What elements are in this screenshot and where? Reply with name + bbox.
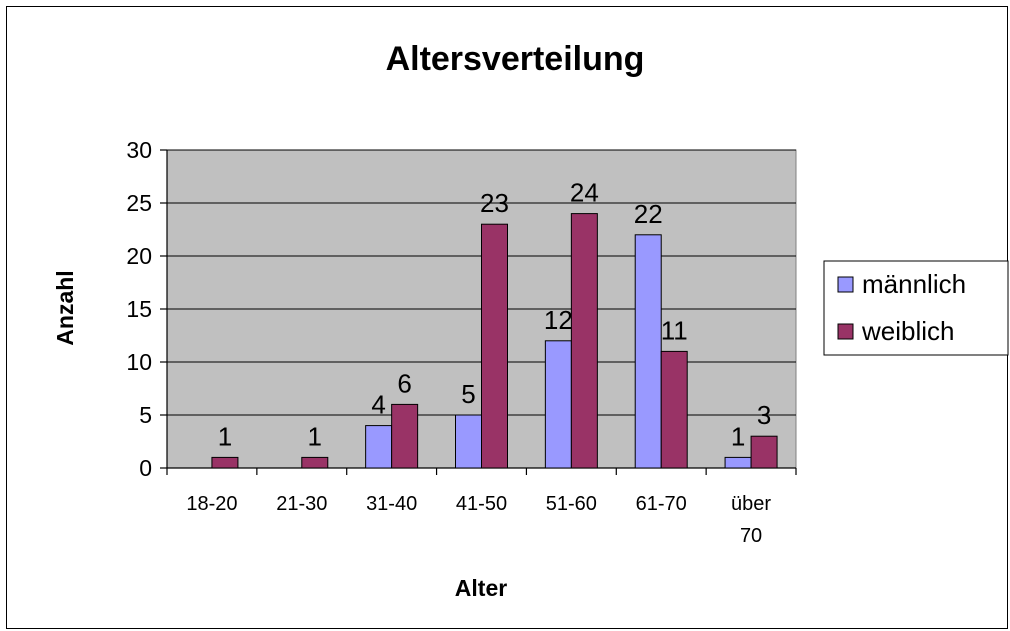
x-tick-label: 31-40 <box>366 493 417 515</box>
data-label: 1 <box>731 421 745 451</box>
bar-maennlich <box>455 414 482 469</box>
x-tick-label: 21-30 <box>276 493 327 515</box>
x-tick-label: 61-70 <box>636 493 687 515</box>
y-axis-title: Anzahl <box>52 270 78 345</box>
data-label: 4 <box>371 390 385 420</box>
data-label: 22 <box>634 199 663 229</box>
bar-weiblich <box>570 213 598 469</box>
y-tick-label: 10 <box>126 349 152 375</box>
x-tick-label: 41-50 <box>456 493 507 515</box>
x-tick-label: 51-60 <box>546 493 597 515</box>
bar-weiblich <box>211 456 239 469</box>
legend-box <box>823 260 1009 356</box>
y-tick-label: 25 <box>126 190 152 216</box>
chart-title: Altersverteilung <box>386 40 645 78</box>
data-label: 3 <box>757 400 771 430</box>
data-label: 12 <box>544 305 573 335</box>
bar-maennlich <box>544 340 572 469</box>
bar-weiblich <box>660 350 688 469</box>
data-label: 6 <box>397 368 411 398</box>
bar-weiblich <box>391 403 419 469</box>
bar-maennlich <box>634 234 662 469</box>
legend-label: männlich <box>862 269 966 299</box>
x-tick-label-line: über <box>731 493 771 515</box>
y-tick-label: 30 <box>126 137 152 163</box>
x-axis-title: Alter <box>455 575 507 601</box>
bar-weiblich <box>481 223 508 469</box>
bar-maennlich <box>365 425 393 469</box>
y-tick-label: 15 <box>126 296 152 322</box>
data-label: 5 <box>461 379 475 409</box>
data-label: 11 <box>661 315 688 345</box>
bar-maennlich <box>724 456 752 469</box>
legend-label: weiblich <box>861 316 955 346</box>
legend-swatch <box>837 323 854 340</box>
x-tick-label-line: 70 <box>740 525 762 547</box>
legend: männlich weiblich <box>823 260 1009 356</box>
x-tick-label: 18-20 <box>186 493 237 515</box>
legend-swatch <box>837 276 854 293</box>
bar-weiblich <box>301 456 329 469</box>
bar-weiblich <box>750 435 778 469</box>
data-label: 1 <box>308 421 322 451</box>
x-tick-label: über 70 <box>731 493 771 547</box>
data-label: 24 <box>570 178 599 208</box>
data-label: 23 <box>480 188 509 218</box>
y-tick-label: 20 <box>126 243 152 269</box>
y-tick-label: 5 <box>139 402 152 428</box>
data-label: 1 <box>218 421 232 451</box>
y-tick-label: 0 <box>139 455 152 481</box>
